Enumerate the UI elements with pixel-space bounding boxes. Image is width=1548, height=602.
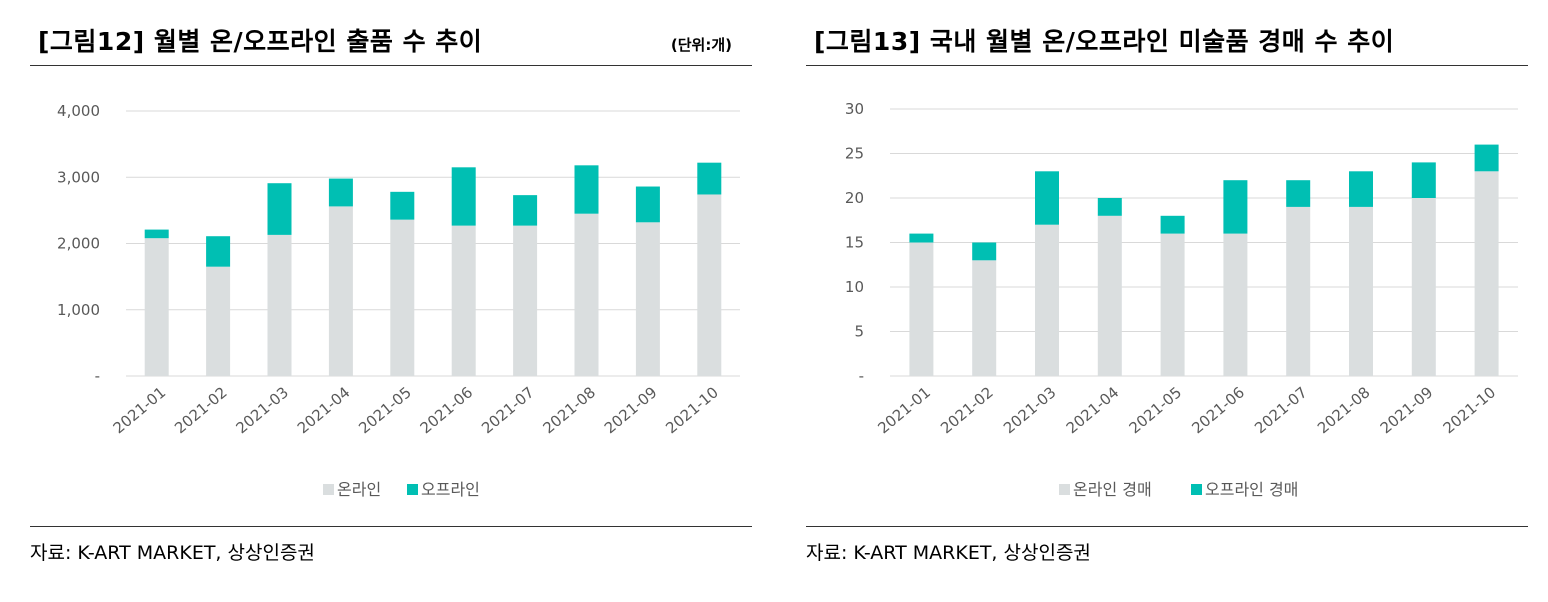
y-tick-label: 5 bbox=[854, 323, 864, 341]
bar-segment-online bbox=[1411, 198, 1436, 376]
y-tick-label: - bbox=[95, 367, 100, 385]
bar-segment-offline bbox=[267, 183, 292, 235]
bar-segment-offline bbox=[1349, 171, 1373, 207]
y-tick-label: 20 bbox=[845, 189, 864, 207]
x-tick-label: 2021-10 bbox=[662, 383, 722, 437]
bar-segment-online bbox=[1349, 206, 1373, 376]
bar-segment-offline bbox=[206, 236, 231, 267]
x-tick-label: 2021-01 bbox=[110, 383, 170, 437]
x-tick-label: 2021-10 bbox=[1440, 383, 1500, 437]
x-tick-label: 2021-06 bbox=[1188, 383, 1248, 437]
bar-segment-offline bbox=[328, 178, 353, 207]
chart-right: - 5 10 15 20 25 30 2021-01 2021-02 2021-03 2021-04… bbox=[845, 100, 1518, 499]
y-tick-label: - bbox=[859, 367, 864, 385]
bar-segment-offline bbox=[1474, 144, 1499, 172]
y-tick-label: 30 bbox=[845, 100, 864, 118]
bar-segment-offline bbox=[1411, 162, 1436, 198]
x-tick-label: 2021-09 bbox=[1377, 383, 1437, 437]
legend-swatch-offline bbox=[407, 484, 418, 495]
bar-segment-offline bbox=[574, 165, 599, 214]
x-tick-label: 2021-09 bbox=[601, 383, 661, 437]
bar-segment-online bbox=[206, 266, 231, 376]
y-tick-label: 10 bbox=[845, 278, 864, 296]
x-tick-label: 2021-08 bbox=[539, 383, 599, 437]
bar-segment-online bbox=[972, 260, 997, 376]
x-tick-label: 2021-02 bbox=[171, 383, 231, 437]
bar-segment-online bbox=[1097, 215, 1122, 376]
legend-swatch-offline bbox=[1191, 484, 1202, 495]
x-tick-label: 2021-05 bbox=[1126, 383, 1186, 437]
top-divider bbox=[806, 65, 1528, 66]
legend: 온라인 경매 오프라인 경매 bbox=[1059, 480, 1298, 499]
bar-segment-offline bbox=[513, 195, 538, 226]
source-note: 자료: K-ART MARKET, 상상인증권 bbox=[806, 542, 1091, 564]
bar-segment-online bbox=[1035, 224, 1059, 376]
bar-segment-online bbox=[390, 219, 415, 376]
bottom-divider bbox=[30, 526, 752, 527]
bottom-divider bbox=[806, 526, 1528, 527]
x-tick-label: 2021-04 bbox=[294, 383, 354, 437]
x-tick-label: 2021-02 bbox=[937, 383, 997, 437]
bar-segment-online bbox=[328, 206, 353, 376]
legend-swatch-online bbox=[323, 484, 334, 495]
x-tick-label: 2021-03 bbox=[1000, 383, 1060, 437]
bar-segment-offline bbox=[390, 191, 415, 220]
bar-segment-online bbox=[635, 222, 660, 376]
chart-panel-left: [그림12] 월별 온/오프라인 출품 수 추이 (단위:개) - 1,000 2,… bbox=[30, 0, 752, 602]
x-tick-label: 2021-04 bbox=[1063, 383, 1123, 437]
bar-segment-offline bbox=[1035, 171, 1059, 225]
bar-segment-offline bbox=[909, 233, 934, 243]
x-tick-label: 2021-05 bbox=[355, 383, 415, 437]
bar-segment-offline bbox=[697, 162, 722, 195]
bar-segment-online bbox=[1223, 233, 1248, 376]
bar-segment-offline bbox=[1223, 180, 1248, 234]
bar-segment-online bbox=[1160, 233, 1185, 376]
legend-label-online: 온라인 bbox=[337, 480, 381, 499]
bar-segment-offline bbox=[1160, 215, 1185, 234]
y-tick-label: 2,000 bbox=[57, 235, 100, 253]
bar-segment-online bbox=[574, 213, 599, 376]
bar-segment-online bbox=[267, 234, 292, 376]
y-tick-label: 1,000 bbox=[57, 301, 100, 319]
chart-panel-right: [그림13] 국내 월별 온/오프라인 미술품 경매 수 추이 - 5 10 15 20… bbox=[806, 0, 1528, 602]
legend-label-offline: 오프라인 bbox=[421, 480, 480, 499]
x-tick-label: 2021-08 bbox=[1314, 383, 1374, 437]
unit-label: (단위:개) bbox=[670, 36, 732, 54]
chart-title: [그림12] 월별 온/오프라인 출품 수 추이 bbox=[38, 27, 483, 56]
bar-segment-offline bbox=[1286, 180, 1311, 207]
bar-segment-online bbox=[451, 225, 476, 376]
x-tick-label: 2021-03 bbox=[232, 383, 292, 437]
y-tick-label: 4,000 bbox=[57, 102, 100, 120]
bar-segment-online bbox=[144, 238, 169, 376]
y-tick-label: 15 bbox=[845, 234, 864, 252]
x-tick-label: 2021-07 bbox=[478, 383, 538, 437]
y-tick-label: 25 bbox=[845, 145, 864, 163]
x-tick-label: 2021-07 bbox=[1251, 383, 1311, 437]
x-tick-label: 2021-01 bbox=[874, 383, 934, 437]
bar-segment-online bbox=[1286, 206, 1311, 376]
bar-segment-online bbox=[909, 242, 934, 376]
y-tick-label: 3,000 bbox=[57, 168, 100, 186]
bar-segment-offline bbox=[635, 186, 660, 223]
chart-title: [그림13] 국내 월별 온/오프라인 미술품 경매 수 추이 bbox=[814, 27, 1395, 56]
bar-segment-offline bbox=[144, 229, 169, 239]
x-tick-label: 2021-06 bbox=[417, 383, 477, 437]
bar-segment-offline bbox=[972, 242, 997, 261]
source-note: 자료: K-ART MARKET, 상상인증권 bbox=[30, 542, 315, 564]
legend-label-online: 온라인 경매 bbox=[1073, 480, 1152, 499]
legend-swatch-online bbox=[1059, 484, 1070, 495]
bar-segment-online bbox=[513, 225, 538, 376]
bar-segment-offline bbox=[451, 167, 476, 226]
legend: 온라인 오프라인 bbox=[323, 480, 480, 499]
bar-segment-offline bbox=[1097, 198, 1122, 216]
bar-segment-online bbox=[697, 194, 722, 376]
legend-label-offline: 오프라인 경매 bbox=[1205, 480, 1298, 499]
top-divider bbox=[30, 65, 752, 66]
bar-segment-online bbox=[1474, 171, 1499, 376]
